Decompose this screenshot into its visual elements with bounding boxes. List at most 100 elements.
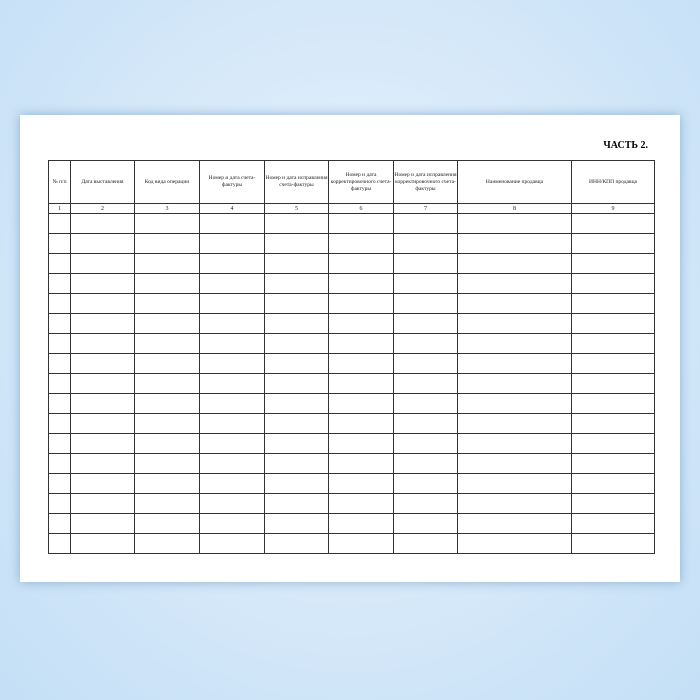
table-cell[interactable] bbox=[264, 233, 329, 254]
table-cell[interactable] bbox=[393, 453, 458, 474]
table-cell[interactable] bbox=[48, 413, 71, 434]
table-cell[interactable] bbox=[70, 313, 135, 334]
table-cell[interactable] bbox=[134, 313, 200, 334]
table-cell[interactable] bbox=[48, 293, 71, 314]
table-cell[interactable] bbox=[199, 273, 265, 294]
table-cell[interactable] bbox=[571, 313, 655, 334]
table-cell[interactable] bbox=[264, 413, 329, 434]
table-cell[interactable] bbox=[393, 273, 458, 294]
table-cell[interactable] bbox=[199, 313, 265, 334]
table-cell[interactable] bbox=[571, 353, 655, 374]
table-cell[interactable] bbox=[328, 493, 394, 514]
table-cell[interactable] bbox=[70, 493, 135, 514]
table-cell[interactable] bbox=[70, 273, 135, 294]
table-cell[interactable] bbox=[264, 353, 329, 374]
table-cell[interactable] bbox=[328, 393, 394, 414]
table-cell[interactable] bbox=[70, 293, 135, 314]
table-cell[interactable] bbox=[571, 393, 655, 414]
table-cell[interactable] bbox=[134, 233, 200, 254]
table-cell[interactable] bbox=[393, 293, 458, 314]
table-cell[interactable] bbox=[48, 473, 71, 494]
table-cell[interactable] bbox=[70, 373, 135, 394]
table-cell[interactable] bbox=[134, 513, 200, 534]
table-cell[interactable] bbox=[328, 433, 394, 454]
table-cell[interactable] bbox=[264, 313, 329, 334]
table-cell[interactable] bbox=[70, 233, 135, 254]
table-cell[interactable] bbox=[328, 253, 394, 274]
table-cell[interactable] bbox=[571, 413, 655, 434]
table-cell[interactable] bbox=[264, 473, 329, 494]
table-cell[interactable] bbox=[393, 213, 458, 234]
table-cell[interactable] bbox=[264, 373, 329, 394]
table-cell[interactable] bbox=[70, 353, 135, 374]
table-cell[interactable] bbox=[571, 533, 655, 554]
table-cell[interactable] bbox=[457, 273, 572, 294]
table-cell[interactable] bbox=[393, 353, 458, 374]
table-cell[interactable] bbox=[48, 493, 71, 514]
table-cell[interactable] bbox=[571, 513, 655, 534]
table-cell[interactable] bbox=[393, 313, 458, 334]
table-cell[interactable] bbox=[48, 433, 71, 454]
table-cell[interactable] bbox=[457, 493, 572, 514]
table-cell[interactable] bbox=[199, 433, 265, 454]
table-cell[interactable] bbox=[571, 293, 655, 314]
table-cell[interactable] bbox=[264, 253, 329, 274]
table-cell[interactable] bbox=[48, 233, 71, 254]
table-cell[interactable] bbox=[199, 393, 265, 414]
table-cell[interactable] bbox=[264, 513, 329, 534]
table-cell[interactable] bbox=[393, 493, 458, 514]
table-cell[interactable] bbox=[48, 253, 71, 274]
table-cell[interactable] bbox=[457, 513, 572, 534]
table-cell[interactable] bbox=[199, 533, 265, 554]
table-cell[interactable] bbox=[70, 513, 135, 534]
table-cell[interactable] bbox=[571, 213, 655, 234]
table-cell[interactable] bbox=[457, 233, 572, 254]
table-cell[interactable] bbox=[328, 333, 394, 354]
table-cell[interactable] bbox=[457, 453, 572, 474]
table-cell[interactable] bbox=[48, 213, 71, 234]
table-cell[interactable] bbox=[457, 353, 572, 374]
table-cell[interactable] bbox=[571, 273, 655, 294]
table-cell[interactable] bbox=[48, 453, 71, 474]
table-cell[interactable] bbox=[70, 533, 135, 554]
table-cell[interactable] bbox=[571, 433, 655, 454]
table-cell[interactable] bbox=[328, 293, 394, 314]
table-cell[interactable] bbox=[264, 393, 329, 414]
table-cell[interactable] bbox=[571, 473, 655, 494]
table-cell[interactable] bbox=[134, 293, 200, 314]
table-cell[interactable] bbox=[70, 333, 135, 354]
table-cell[interactable] bbox=[134, 333, 200, 354]
table-cell[interactable] bbox=[48, 393, 71, 414]
table-cell[interactable] bbox=[199, 293, 265, 314]
table-cell[interactable] bbox=[134, 253, 200, 274]
table-cell[interactable] bbox=[199, 253, 265, 274]
table-cell[interactable] bbox=[70, 393, 135, 414]
table-cell[interactable] bbox=[48, 373, 71, 394]
table-cell[interactable] bbox=[457, 533, 572, 554]
table-cell[interactable] bbox=[457, 433, 572, 454]
table-cell[interactable] bbox=[134, 413, 200, 434]
table-cell[interactable] bbox=[48, 273, 71, 294]
table-cell[interactable] bbox=[199, 513, 265, 534]
table-cell[interactable] bbox=[264, 453, 329, 474]
table-cell[interactable] bbox=[264, 213, 329, 234]
table-cell[interactable] bbox=[571, 493, 655, 514]
table-cell[interactable] bbox=[328, 233, 394, 254]
table-cell[interactable] bbox=[134, 213, 200, 234]
table-cell[interactable] bbox=[393, 373, 458, 394]
table-cell[interactable] bbox=[199, 493, 265, 514]
table-cell[interactable] bbox=[328, 313, 394, 334]
table-cell[interactable] bbox=[393, 233, 458, 254]
table-cell[interactable] bbox=[199, 353, 265, 374]
table-cell[interactable] bbox=[457, 333, 572, 354]
table-cell[interactable] bbox=[393, 473, 458, 494]
table-cell[interactable] bbox=[264, 493, 329, 514]
table-cell[interactable] bbox=[264, 333, 329, 354]
table-cell[interactable] bbox=[70, 253, 135, 274]
table-cell[interactable] bbox=[328, 413, 394, 434]
table-cell[interactable] bbox=[134, 373, 200, 394]
table-cell[interactable] bbox=[393, 413, 458, 434]
table-cell[interactable] bbox=[48, 513, 71, 534]
table-cell[interactable] bbox=[134, 453, 200, 474]
table-cell[interactable] bbox=[48, 353, 71, 374]
